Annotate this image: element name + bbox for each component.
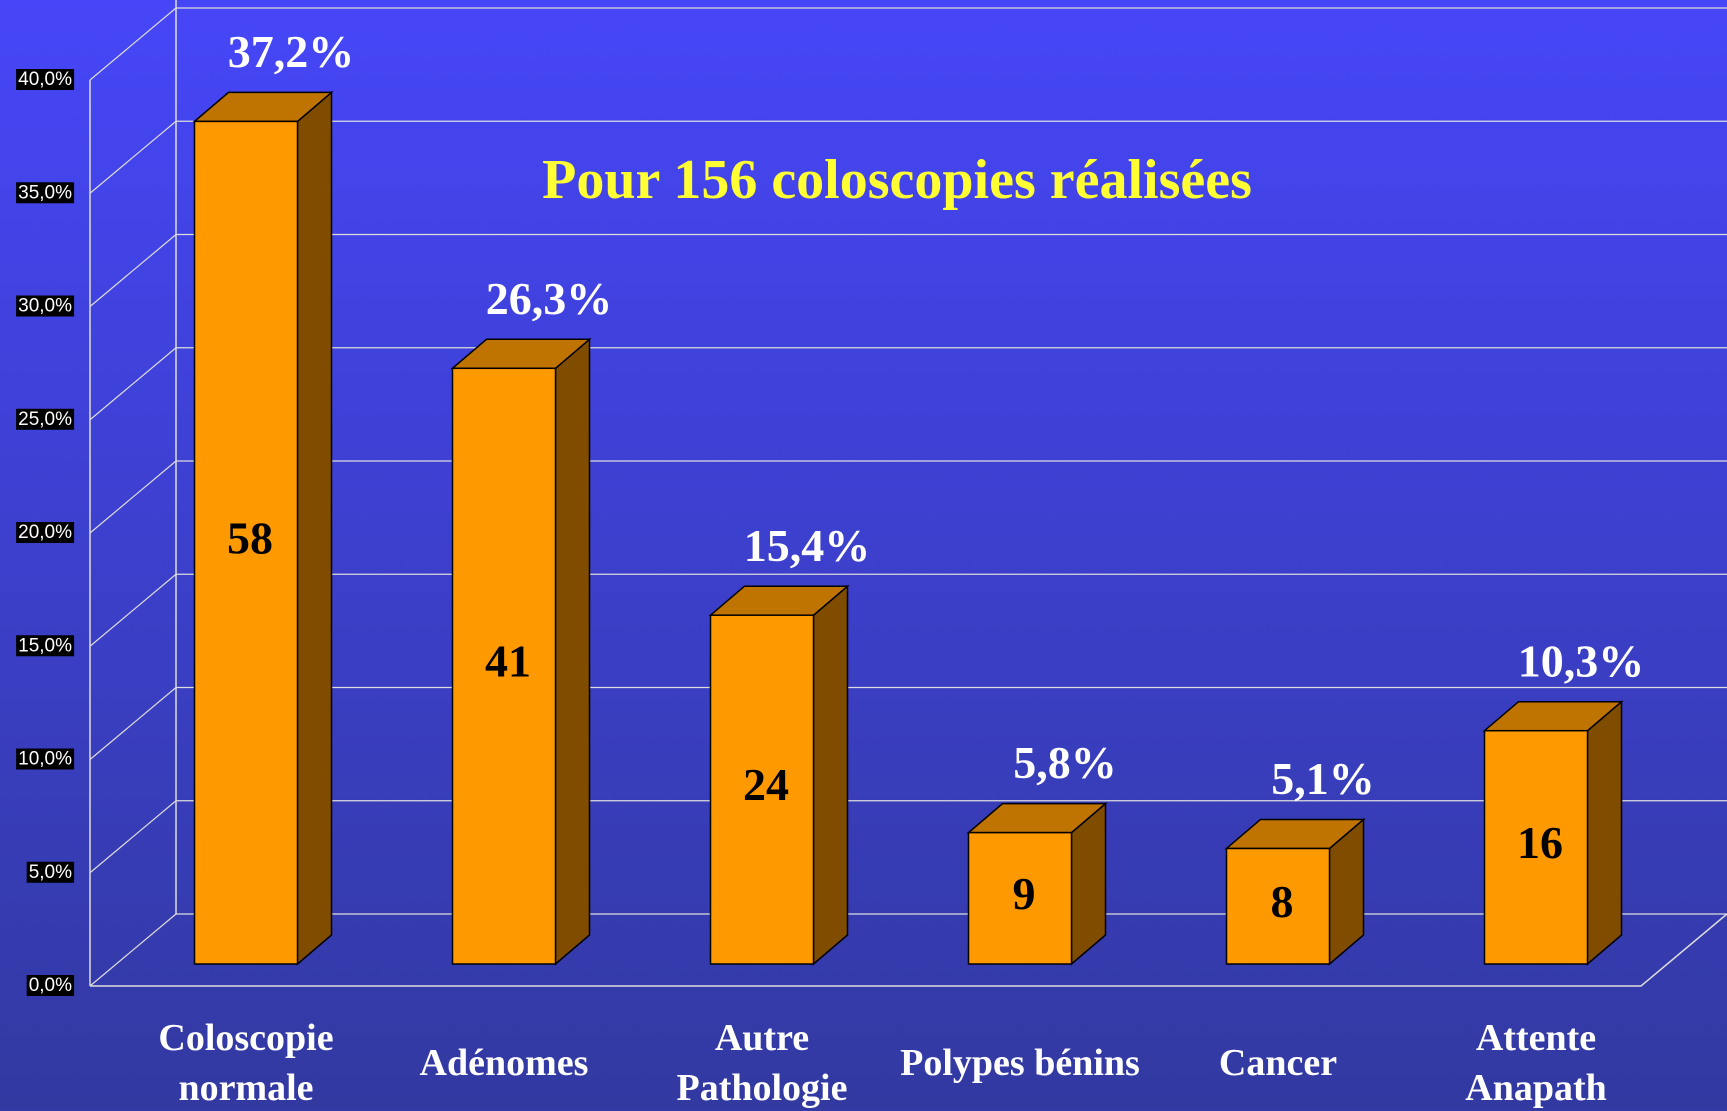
x-tick-label: Adénomes — [419, 1042, 589, 1084]
y-tick-label: 15,0% — [18, 635, 72, 656]
bar-side — [812, 584, 849, 966]
grid-diagonal — [89, 913, 177, 987]
y-tick-label-box — [26, 861, 75, 883]
y-tick-label-box — [16, 408, 75, 430]
grid-diagonal — [89, 120, 177, 194]
bar — [709, 614, 815, 965]
grid-diagonal — [89, 347, 177, 421]
bar — [193, 120, 299, 965]
value-label: 10,3% — [1518, 635, 1645, 686]
value-label: 26,3% — [486, 273, 613, 324]
y-tick-label-box — [16, 748, 75, 770]
bar-side — [554, 337, 591, 966]
bar — [1483, 729, 1589, 965]
grid-diagonal — [89, 234, 177, 307]
value-label: 15,4% — [744, 520, 871, 571]
y-tick: 10,0% — [16, 748, 75, 770]
bar-count-label: 58 — [227, 512, 273, 563]
y-tick-label: 0,0% — [29, 975, 72, 996]
x-tick-label: Coloscopie normale — [158, 1017, 334, 1109]
grid-diagonal — [89, 687, 177, 760]
y-tick-label-box — [16, 295, 75, 317]
y-tick-label-box — [16, 182, 75, 204]
chart-title: Pour 156 coloscopies réalisées — [542, 149, 1252, 211]
bar-side — [1586, 700, 1623, 966]
y-tick: 20,0% — [16, 522, 75, 544]
y-tick-label: 20,0% — [18, 522, 72, 543]
bar — [451, 367, 557, 965]
y-tick-label: 25,0% — [18, 409, 72, 430]
y-tick-label: 40,0% — [18, 69, 72, 90]
y-tick: 35,0% — [16, 182, 75, 204]
y-tick: 5,0% — [26, 861, 75, 883]
value-label: 5,8% — [1013, 737, 1117, 788]
grid-diagonal — [89, 800, 177, 874]
y-tick: 25,0% — [16, 408, 75, 430]
y-tick-label: 5,0% — [29, 862, 72, 883]
x-tick-label: Attente Anapath — [1465, 1017, 1607, 1109]
value-label: 5,1% — [1271, 753, 1375, 804]
value-label: 37,2% — [228, 26, 355, 77]
bar — [1225, 847, 1331, 965]
grid-diagonal — [89, 573, 177, 647]
x-tick-label: Polypes bénins — [900, 1042, 1140, 1084]
x-tick-label: Autre Pathologie — [676, 1017, 848, 1109]
y-tick-label: 35,0% — [18, 182, 72, 203]
bar-count-label: 9 — [1013, 868, 1036, 919]
bar-count-label: 24 — [743, 759, 789, 810]
y-tick: 15,0% — [16, 635, 75, 657]
grid-diagonal — [89, 460, 177, 534]
bar-count-label: 41 — [485, 636, 531, 687]
y-tick: 0,0% — [26, 975, 75, 997]
grid-diagonal — [89, 7, 177, 81]
y-tick: 40,0% — [16, 69, 75, 91]
y-tick-label-box — [16, 635, 75, 657]
y-tick-label-box — [16, 69, 75, 91]
y-tick: 30,0% — [16, 295, 75, 317]
bar-count-label: 16 — [1517, 817, 1563, 868]
y-tick-label-box — [16, 522, 75, 544]
y-tick-label: 10,0% — [18, 749, 72, 770]
y-tick-label: 30,0% — [18, 296, 72, 317]
bar-side — [296, 90, 333, 966]
x-tick-label: Cancer — [1218, 1042, 1338, 1084]
bar — [967, 831, 1073, 965]
y-tick-label-box — [26, 975, 75, 997]
floor — [90, 913, 1727, 987]
bar-count-label: 8 — [1271, 876, 1294, 927]
